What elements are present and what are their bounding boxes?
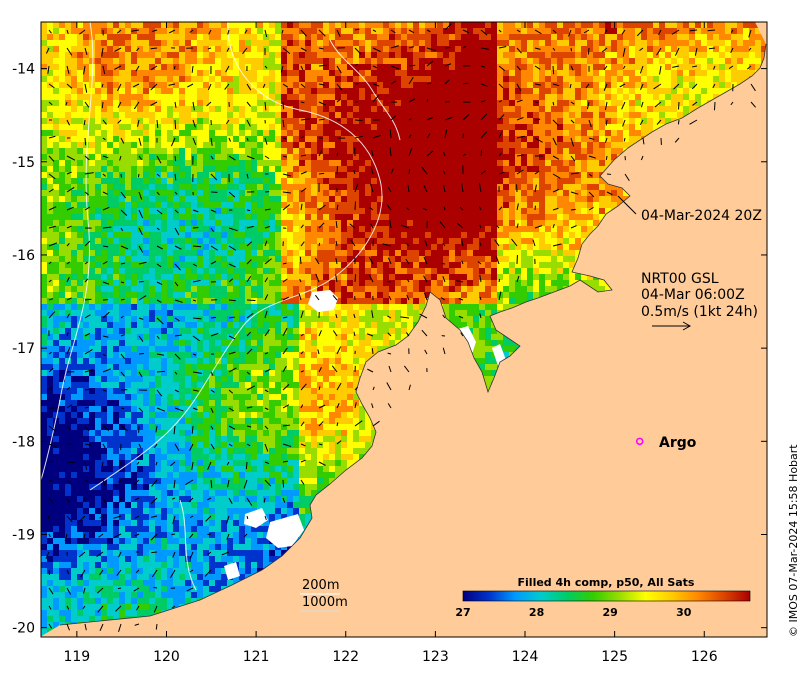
contour-1000-label: 1000m xyxy=(302,595,348,610)
lat-tick-label: -16 xyxy=(12,248,35,264)
lat-tick-label: -19 xyxy=(12,528,35,544)
current-scale: 0.5m/s (1kt 24h) xyxy=(641,304,758,320)
colorbar-title: Filled 4h comp, p50, All Sats xyxy=(518,576,695,589)
lon-tick-label: 125 xyxy=(601,649,628,665)
lat-tick-label: -18 xyxy=(12,434,35,450)
colorbar-tick-label: 27 xyxy=(455,606,470,619)
colorbar xyxy=(463,591,750,601)
credit-text: © IMOS 07-Mar-2024 15:58 Hobart xyxy=(787,444,800,637)
lon-tick-label: 120 xyxy=(153,649,180,665)
lon-tick-label: 126 xyxy=(691,649,718,665)
lon-tick-label: 119 xyxy=(63,649,90,665)
current-time: 04-Mar 06:00Z xyxy=(641,287,745,303)
colorbar-tick-label: 30 xyxy=(676,606,692,619)
timestamp-label: 04-Mar-2024 20Z xyxy=(641,208,762,224)
lon-tick-label: 121 xyxy=(243,649,270,665)
lat-tick-label: -14 xyxy=(12,62,35,78)
lon-tick-label: 123 xyxy=(422,649,449,665)
lon-tick-label: 124 xyxy=(512,649,539,665)
lat-tick-label: -20 xyxy=(12,621,35,637)
contour-200-label: 200m xyxy=(302,578,339,593)
current-title: NRT00 GSL xyxy=(641,271,719,287)
colorbar-tick-label: 28 xyxy=(529,606,544,619)
argo-label: Argo xyxy=(659,435,697,451)
lon-tick-label: 122 xyxy=(332,649,359,665)
lat-tick-label: -15 xyxy=(12,155,35,171)
lat-tick-label: -17 xyxy=(12,341,35,357)
colorbar-tick-label: 29 xyxy=(603,606,618,619)
